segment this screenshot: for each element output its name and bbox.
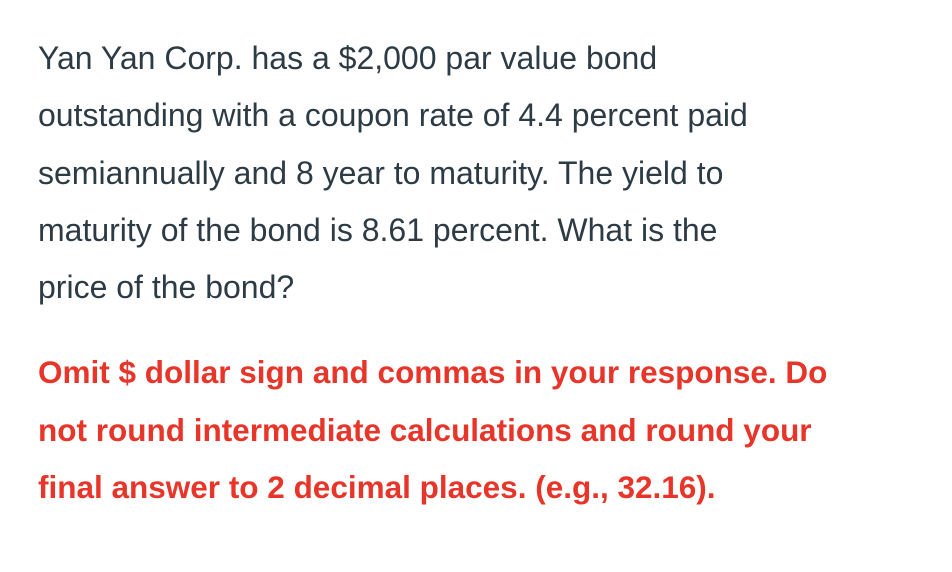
- question-line: Yan Yan Corp. has a $2,000 par value bon…: [38, 40, 658, 76]
- question-line: outstanding with a coupon rate of 4.4 pe…: [38, 97, 748, 134]
- instruction-line: final answer to 2 decimal places. (e.g.,…: [38, 469, 716, 505]
- question-line: semiannually and 8 year to maturity. The…: [38, 154, 724, 191]
- instruction-line: Omit $ dollar sign and commas in your re…: [38, 354, 828, 390]
- question-text: Yan Yan Corp. has a $2,000 par value bon…: [38, 30, 748, 316]
- answer-instructions: Omit $ dollar sign and commas in your re…: [38, 344, 827, 517]
- question-line: maturity of the bond is 8.61 percent. Wh…: [38, 211, 718, 248]
- instruction-line: not round intermediate calculations and …: [38, 411, 812, 448]
- question-line: price of the bond?: [38, 269, 295, 306]
